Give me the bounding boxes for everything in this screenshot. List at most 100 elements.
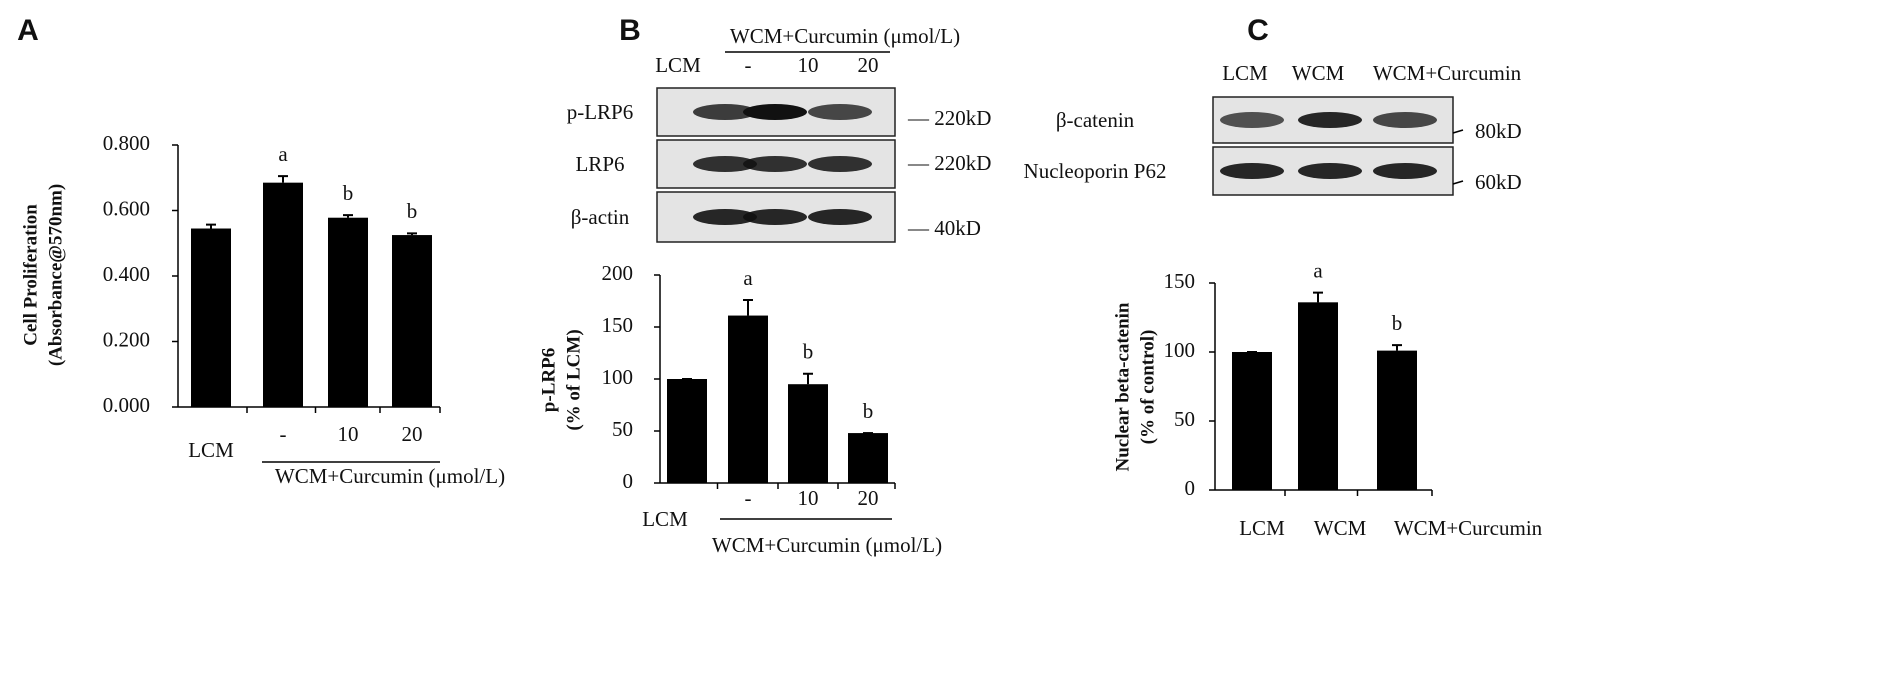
lane-label: 20 [858, 53, 879, 77]
y-tick-label: 0.000 [103, 393, 150, 417]
blot-size-label: 80kD [1475, 119, 1522, 143]
y-axis-title-line: Cell Proliferation [20, 204, 41, 346]
y-axis-title: Nuclear beta-catenin (% of control) [1112, 302, 1158, 471]
bar [728, 315, 768, 483]
bar [788, 384, 828, 483]
blot-band [693, 104, 757, 120]
y-tick-label: 50 [612, 417, 633, 441]
y-axis-title-line: (% of LCM) [563, 329, 584, 430]
blot-band [743, 156, 807, 172]
blot-band [693, 156, 757, 172]
y-axis-title: Cell Proliferation (Absorbance@570nm) [20, 184, 66, 366]
y-tick-label: 0 [623, 469, 634, 493]
blot-band [808, 156, 872, 172]
bar [1377, 350, 1417, 490]
blot-size-label: — 220kD [907, 106, 991, 130]
lane-label: - [745, 53, 752, 77]
error-bar [278, 175, 288, 183]
lane-label: LCM [655, 53, 701, 77]
significance-label: b [1392, 311, 1403, 335]
error-bar [343, 214, 353, 218]
blot-band [808, 209, 872, 225]
bar [1232, 352, 1272, 490]
blot-band [743, 209, 807, 225]
bar [392, 235, 432, 407]
lane-label: WCM+Curcumin [1373, 61, 1522, 85]
y-tick-label: 0.800 [103, 131, 150, 155]
significance-label: b [863, 399, 874, 423]
error-bar [743, 298, 753, 316]
blot-size-label: 60kD [1475, 170, 1522, 194]
significance-label: b [803, 340, 814, 364]
bar [263, 182, 303, 407]
group-label: WCM+Curcumin (μmol/L) [275, 464, 505, 488]
y-axis-title-line: (Absorbance@570nm) [45, 184, 66, 366]
panel-label: B [619, 14, 641, 47]
blot-band [1220, 163, 1284, 179]
bar [191, 228, 231, 407]
y-axis-title-line: Nuclear beta-catenin [1112, 302, 1133, 471]
blot-band [1298, 112, 1362, 128]
blot-row-label: Nucleoporin P62 [1024, 159, 1167, 183]
x-tick-label: 10 [338, 422, 359, 446]
blot-row-label: β-actin [571, 205, 630, 229]
x-tick-label: LCM [642, 507, 688, 531]
error-bar [206, 223, 216, 229]
bar [328, 217, 368, 407]
y-axis-title-line: (% of control) [1137, 330, 1158, 445]
x-tick-label: LCM [188, 438, 234, 462]
blot-row-label: β-catenin [1056, 108, 1135, 132]
blot-header: WCM+Curcumin (μmol/L) [730, 24, 960, 48]
x-tick-label: 20 [402, 422, 423, 446]
x-tick-label: 20 [858, 486, 879, 510]
error-bar [407, 232, 417, 236]
x-tick-label: WCM [1314, 516, 1367, 540]
panel-label: C [1247, 14, 1269, 47]
y-tick-label: 0 [1185, 476, 1196, 500]
bar [1298, 302, 1338, 490]
y-tick-label: 100 [602, 365, 634, 389]
y-tick-label: 0.200 [103, 327, 150, 351]
blot-size-label: — 40kD [907, 216, 981, 240]
group-label: WCM+Curcumin (μmol/L) [712, 533, 942, 557]
y-tick-label: 100 [1164, 338, 1196, 362]
significance-label: a [1313, 258, 1323, 282]
y-axis-title: p-LRP6 (% of LCM) [538, 329, 584, 430]
x-tick-label: 10 [798, 486, 819, 510]
y-tick-label: 50 [1174, 407, 1195, 431]
x-tick-label: LCM [1239, 516, 1285, 540]
panel-label: A [17, 14, 39, 47]
y-tick-label: 0.600 [103, 196, 150, 220]
blot-band [1373, 163, 1437, 179]
y-axis-title-line: p-LRP6 [538, 348, 559, 412]
blot-row-label: LRP6 [575, 152, 624, 176]
x-tick-label: - [280, 422, 287, 446]
significance-label: a [743, 266, 753, 290]
y-tick-label: 150 [1164, 269, 1196, 293]
error-bar [1313, 291, 1323, 303]
error-bar [803, 372, 813, 385]
blot-band [693, 209, 757, 225]
x-tick-label: - [745, 486, 752, 510]
blot-band [1373, 112, 1437, 128]
error-bar [1392, 344, 1402, 351]
y-tick-label: 0.400 [103, 262, 150, 286]
y-tick-label: 150 [602, 313, 634, 337]
blot-band [1220, 112, 1284, 128]
blot-band [743, 104, 807, 120]
significance-label: b [407, 199, 418, 223]
size-tick [1452, 129, 1464, 134]
bar [848, 433, 888, 483]
bar [667, 379, 707, 483]
lane-label: 10 [798, 53, 819, 77]
lane-label: LCM [1222, 61, 1268, 85]
blot-band [808, 104, 872, 120]
blot-size-label: — 220kD [907, 151, 991, 175]
blot-row-label: p-LRP6 [567, 100, 634, 124]
y-tick-label: 200 [602, 261, 634, 285]
lane-label: WCM [1292, 61, 1345, 85]
significance-label: a [278, 142, 288, 166]
size-tick [1452, 180, 1464, 185]
significance-label: b [343, 181, 354, 205]
